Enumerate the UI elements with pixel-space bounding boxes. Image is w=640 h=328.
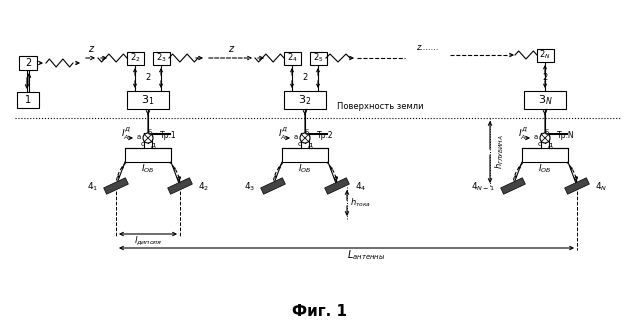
Text: $I_{ОБ}$: $I_{ОБ}$: [141, 162, 155, 174]
Bar: [127, 51, 143, 65]
Text: $2_2$: $2_2$: [130, 52, 140, 64]
Text: $l_{диполя}$: $l_{диполя}$: [134, 235, 163, 247]
Bar: [310, 51, 326, 65]
Text: $4_N$: $4_N$: [595, 181, 607, 193]
Text: а: а: [534, 134, 538, 140]
Text: $I_A^Д$: $I_A^Д$: [518, 126, 528, 142]
Text: 2: 2: [302, 73, 308, 83]
Bar: [282, 148, 328, 162]
Text: z: z: [228, 44, 233, 54]
Bar: [19, 56, 37, 70]
Text: б: б: [545, 130, 549, 136]
Text: 2: 2: [145, 73, 150, 83]
Text: $h_{тока}$: $h_{тока}$: [350, 197, 371, 209]
Text: б: б: [148, 130, 152, 136]
Circle shape: [143, 133, 153, 143]
Text: с: с: [538, 141, 542, 147]
Text: $4_2$: $4_2$: [198, 181, 209, 193]
Polygon shape: [168, 178, 193, 194]
Text: $I_A^Д$: $I_A^Д$: [121, 126, 131, 142]
Text: 2: 2: [25, 58, 31, 68]
Bar: [127, 91, 169, 109]
Bar: [152, 51, 170, 65]
Bar: [284, 51, 301, 65]
Text: Фиг. 1: Фиг. 1: [292, 304, 348, 319]
Text: Тр.2: Тр.2: [317, 131, 333, 139]
Text: $2_5$: $2_5$: [313, 52, 323, 64]
Text: $3_N$: $3_N$: [538, 93, 552, 107]
Circle shape: [540, 133, 550, 143]
Bar: [522, 148, 568, 162]
Text: $4_{N-1}$: $4_{N-1}$: [471, 181, 495, 193]
Text: $h_{ГЛУБИНА}$: $h_{ГЛУБИНА}$: [493, 134, 506, 170]
Bar: [524, 91, 566, 109]
Text: $3_1$: $3_1$: [141, 93, 155, 107]
Polygon shape: [104, 178, 129, 194]
Text: $2_3$: $2_3$: [156, 52, 166, 64]
Text: $2_4$: $2_4$: [287, 52, 298, 64]
Text: z: z: [88, 44, 93, 54]
Text: $I_{ОБ}$: $I_{ОБ}$: [538, 162, 552, 174]
Polygon shape: [500, 178, 525, 194]
Text: а: а: [294, 134, 298, 140]
Text: с: с: [298, 141, 302, 147]
Text: Тр.N: Тр.N: [557, 131, 575, 139]
Bar: [284, 91, 326, 109]
Text: $I_A^Д$: $I_A^Д$: [278, 126, 288, 142]
Bar: [536, 49, 554, 62]
Text: $4_3$: $4_3$: [244, 181, 255, 193]
Text: б: б: [305, 130, 309, 136]
Polygon shape: [260, 178, 285, 194]
Text: д: д: [150, 141, 156, 147]
Polygon shape: [564, 178, 589, 194]
Bar: [125, 148, 171, 162]
Text: Тр.1: Тр.1: [160, 131, 177, 139]
Text: а: а: [137, 134, 141, 140]
Text: $3_2$: $3_2$: [298, 93, 312, 107]
Text: $4_4$: $4_4$: [355, 181, 367, 193]
Text: д: д: [308, 141, 312, 147]
Text: $L_{антенны}$: $L_{антенны}$: [348, 248, 386, 262]
Text: z.......: z.......: [416, 43, 439, 52]
Bar: [17, 92, 39, 108]
Text: 2: 2: [542, 73, 548, 83]
Circle shape: [300, 133, 310, 143]
Text: д: д: [548, 141, 552, 147]
Text: $4_1$: $4_1$: [86, 181, 98, 193]
Text: 1: 1: [25, 95, 31, 105]
Text: $I_{ОБ}$: $I_{ОБ}$: [298, 162, 312, 174]
Text: $2_N$: $2_N$: [539, 49, 551, 61]
Polygon shape: [324, 178, 349, 194]
Text: с: с: [141, 141, 145, 147]
Text: Поверхность земли: Поверхность земли: [337, 102, 423, 111]
